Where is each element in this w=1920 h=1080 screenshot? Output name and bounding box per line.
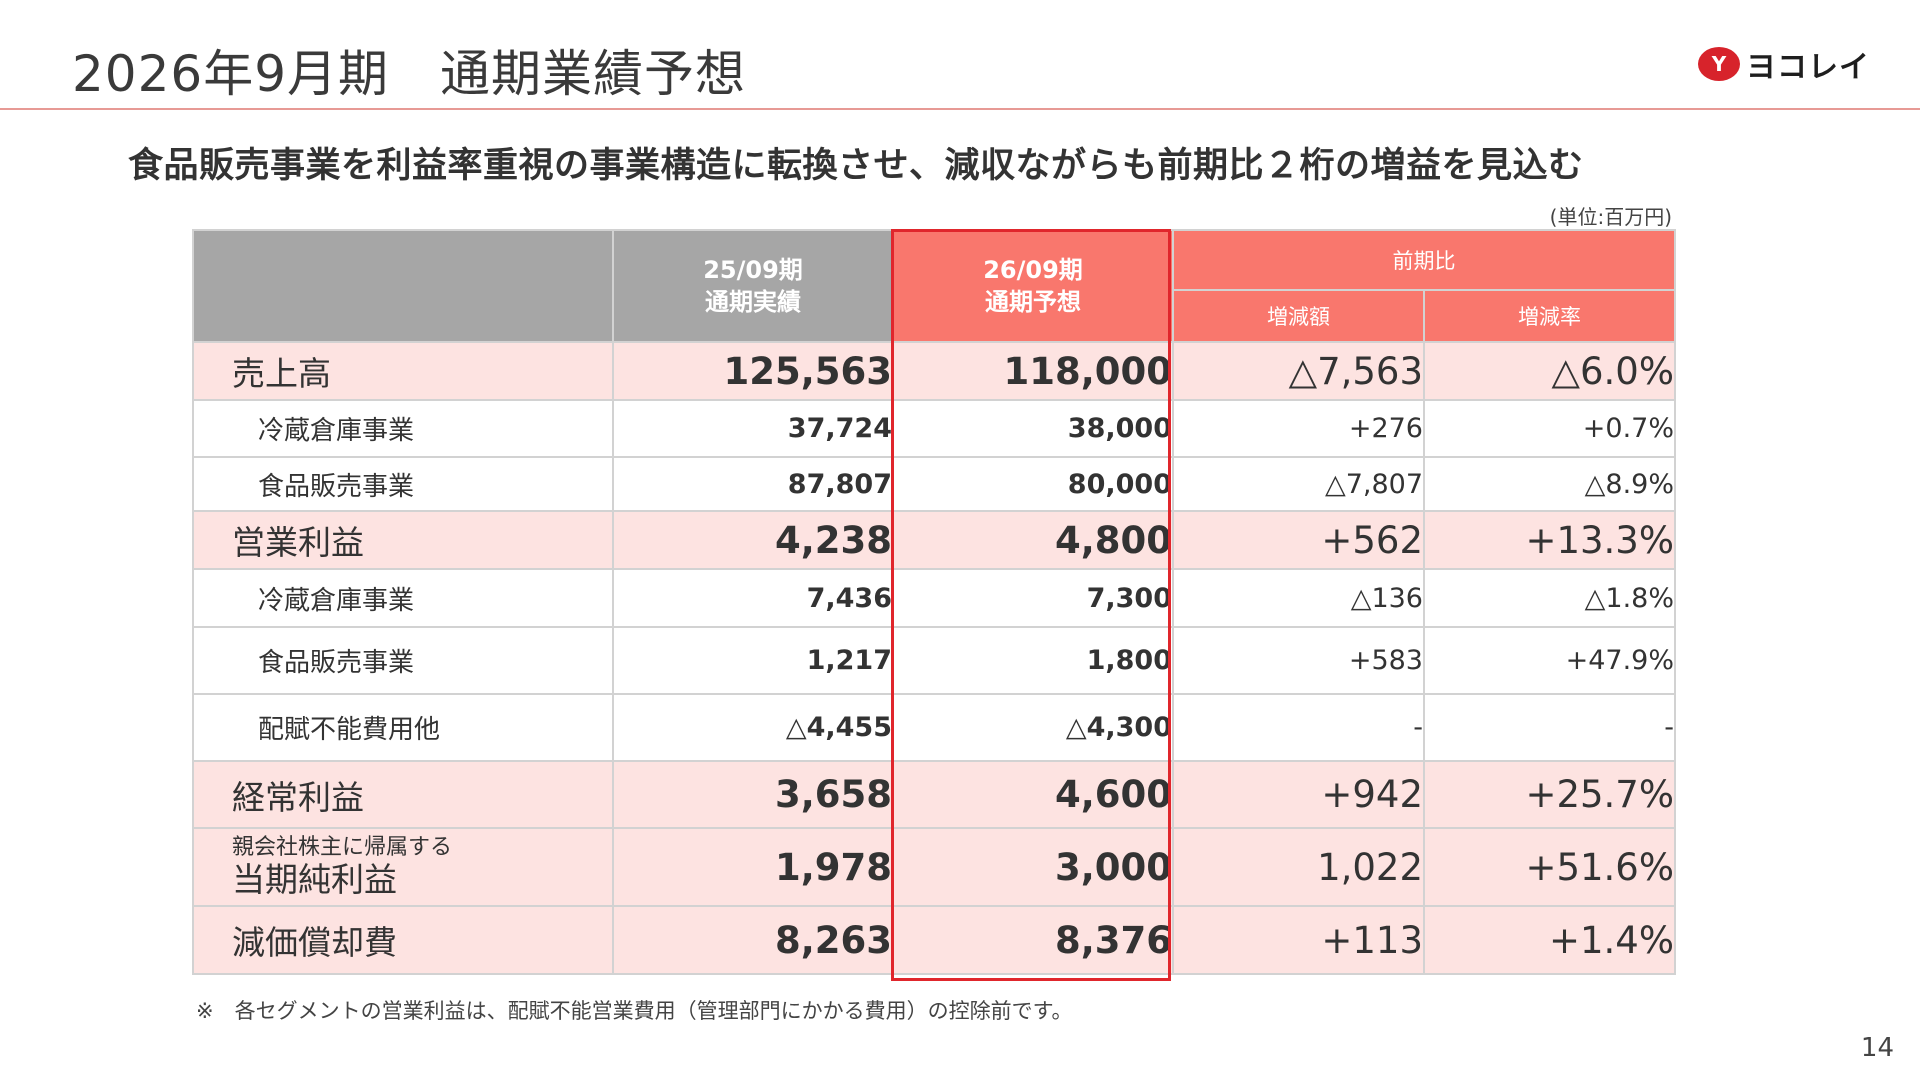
page-number: 14 [1860,1033,1894,1063]
header-prev-type: 通期実績 [705,288,801,316]
change-rate: +13.3% [1423,510,1676,570]
table-row: 冷蔵倉庫事業 7,436 7,300 △136 △1.8% [192,568,1676,628]
footnote: ※ 各セグメントの営業利益は、配賦不能営業費用（管理部門にかかる費用）の控除前で… [196,999,1073,1023]
table-row: 食品販売事業 87,807 80,000 △7,807 △8.9% [192,456,1676,512]
change-rate: +1.4% [1423,905,1676,975]
table-row: 経常利益 3,658 4,600 +942 +25.7% [192,760,1676,829]
change-amount: △7,563 [1172,341,1425,401]
curr-value: 1,800 [892,626,1174,695]
change-rate: +25.7% [1423,760,1676,829]
header-curr-year: 26/09期 通期予想 [892,229,1174,343]
row-label: 親会社株主に帰属する 当期純利益 [192,827,614,907]
row-label: 売上高 [192,341,614,401]
curr-value: 8,376 [892,905,1174,975]
unit-label: (単位:百万円) [1549,205,1672,229]
change-rate: △6.0% [1423,341,1676,401]
change-amount: 1,022 [1172,827,1425,907]
forecast-table: 25/09期 通期実績 26/09期 通期予想 前期比 増減額 増減率 売上高 … [192,229,1676,975]
curr-value: △4,300 [892,693,1174,762]
prev-value: 4,238 [612,510,894,570]
header-comparison: 前期比 [1172,229,1676,291]
curr-value: 38,000 [892,399,1174,458]
row-label: 営業利益 [192,510,614,570]
logo-mark-icon: Y [1698,47,1740,81]
row-label: 食品販売事業 [192,626,614,695]
header-curr-period: 26/09期 [983,256,1083,284]
header-divider [0,108,1920,110]
change-amount: +583 [1172,626,1425,695]
prev-value: 125,563 [612,341,894,401]
change-amount: +276 [1172,399,1425,458]
curr-value: 4,600 [892,760,1174,829]
curr-value: 4,800 [892,510,1174,570]
company-logo: Y ヨコレイ [1698,44,1870,85]
change-amount: +942 [1172,760,1425,829]
row-label: 冷蔵倉庫事業 [192,568,614,628]
prev-value: 37,724 [612,399,894,458]
curr-value: 7,300 [892,568,1174,628]
curr-value: 118,000 [892,341,1174,401]
change-amount: +562 [1172,510,1425,570]
table-row: 配賦不能費用他 △4,455 △4,300 - - [192,693,1676,762]
change-rate: +0.7% [1423,399,1676,458]
prev-value: 7,436 [612,568,894,628]
prev-value: 3,658 [612,760,894,829]
change-amount: +113 [1172,905,1425,975]
change-amount: - [1172,693,1425,762]
prev-value: 1,978 [612,827,894,907]
page-title: 2026年9月期 通期業績予想 [72,45,747,103]
change-amount: △7,807 [1172,456,1425,512]
row-label-line2: 当期純利益 [232,860,397,899]
change-rate: - [1423,693,1676,762]
change-amount: △136 [1172,568,1425,628]
table-row: 冷蔵倉庫事業 37,724 38,000 +276 +0.7% [192,399,1676,458]
table-row: 売上高 125,563 118,000 △7,563 △6.0% [192,341,1676,401]
row-label: 経常利益 [192,760,614,829]
row-label: 配賦不能費用他 [192,693,614,762]
header-change-rate: 増減率 [1423,289,1676,343]
table-row: 営業利益 4,238 4,800 +562 +13.3% [192,510,1676,570]
header-change-amount: 増減額 [1172,289,1425,343]
change-rate: △8.9% [1423,456,1676,512]
header-curr-type: 通期予想 [985,288,1081,316]
curr-value: 80,000 [892,456,1174,512]
table-row: 食品販売事業 1,217 1,800 +583 +47.9% [192,626,1676,695]
row-label-line1: 親会社株主に帰属する [232,835,453,860]
headline: 食品販売事業を利益率重視の事業構造に転換させ、減収ながらも前期比２桁の増益を見込… [128,146,1584,186]
prev-value: △4,455 [612,693,894,762]
row-label: 食品販売事業 [192,456,614,512]
change-rate: +47.9% [1423,626,1676,695]
table-row: 親会社株主に帰属する 当期純利益 1,978 3,000 1,022 +51.6… [192,827,1676,907]
change-rate: △1.8% [1423,568,1676,628]
header-subrow: 増減額 増減率 [193,289,1676,343]
change-rate: +51.6% [1423,827,1676,907]
header-prev-year: 25/09期 通期実績 [612,229,894,343]
header-row: 25/09期 通期実績 26/09期 通期予想 前期比 [192,229,1676,343]
prev-value: 8,263 [612,905,894,975]
header-blank-cell [192,229,614,343]
row-label: 冷蔵倉庫事業 [192,399,614,458]
table-row: 減価償却費 8,263 8,376 +113 +1.4% [192,905,1676,975]
row-label: 減価償却費 [192,905,614,975]
curr-value: 3,000 [892,827,1174,907]
prev-value: 87,807 [612,456,894,512]
header-prev-period: 25/09期 [703,256,803,284]
logo-text: ヨコレイ [1746,50,1870,85]
prev-value: 1,217 [612,626,894,695]
